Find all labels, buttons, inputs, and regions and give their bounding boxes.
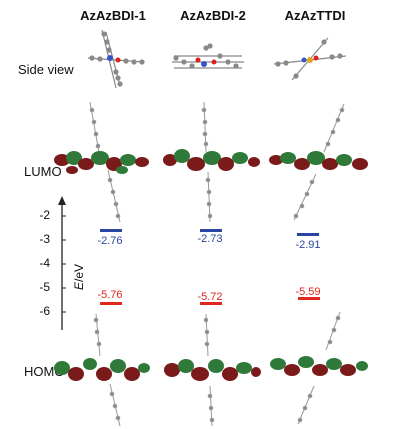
homo-energy-value: -5.59: [295, 286, 321, 298]
homo-level-line: [298, 297, 320, 300]
column-header-azazbdi-2: AzAzBDI-2: [180, 8, 246, 23]
tick-label: -4: [39, 256, 50, 270]
lumo-energy-value: -2.91: [295, 239, 321, 251]
side-view-molecule-2: [172, 43, 244, 69]
side-view-molecule-3: [273, 37, 347, 81]
row-label-lumo: LUMO: [24, 164, 62, 179]
homo-level-line: [100, 302, 122, 305]
lumo-orbital-1: [54, 101, 149, 223]
axis-title-unit: /eV: [72, 263, 86, 282]
homo-energy-value: -5.72: [197, 291, 223, 303]
homo-energy-value: -5.76: [97, 289, 123, 301]
side-view-molecule-1: [87, 29, 145, 89]
energy-axis: [58, 196, 66, 330]
homo-level-line: [200, 302, 222, 305]
row-label-side-view: Side view: [18, 62, 74, 77]
tick-label: -6: [39, 304, 50, 318]
lumo-level-line: [297, 233, 319, 236]
column-header-azazbdi-1: AzAzBDI-1: [80, 8, 146, 23]
lumo-energy-value: -2.76: [97, 235, 123, 247]
column-header-azazttdi: AzAzTTDI: [284, 8, 346, 23]
lumo-orbital-2: [163, 101, 260, 223]
lumo-level-line: [100, 229, 122, 232]
axis-title: E/eV: [72, 264, 86, 290]
tick-label: -3: [39, 232, 50, 246]
lumo-level-line: [200, 229, 222, 232]
tick-label: -2: [39, 208, 50, 222]
lumo-orbital-3: [269, 103, 368, 221]
lumo-energy-value: -2.73: [197, 233, 223, 245]
homo-orbital-3: [270, 311, 368, 425]
tick-label: -5: [39, 280, 50, 294]
homo-orbital-2: [164, 313, 261, 427]
homo-orbital-1: [54, 313, 150, 427]
